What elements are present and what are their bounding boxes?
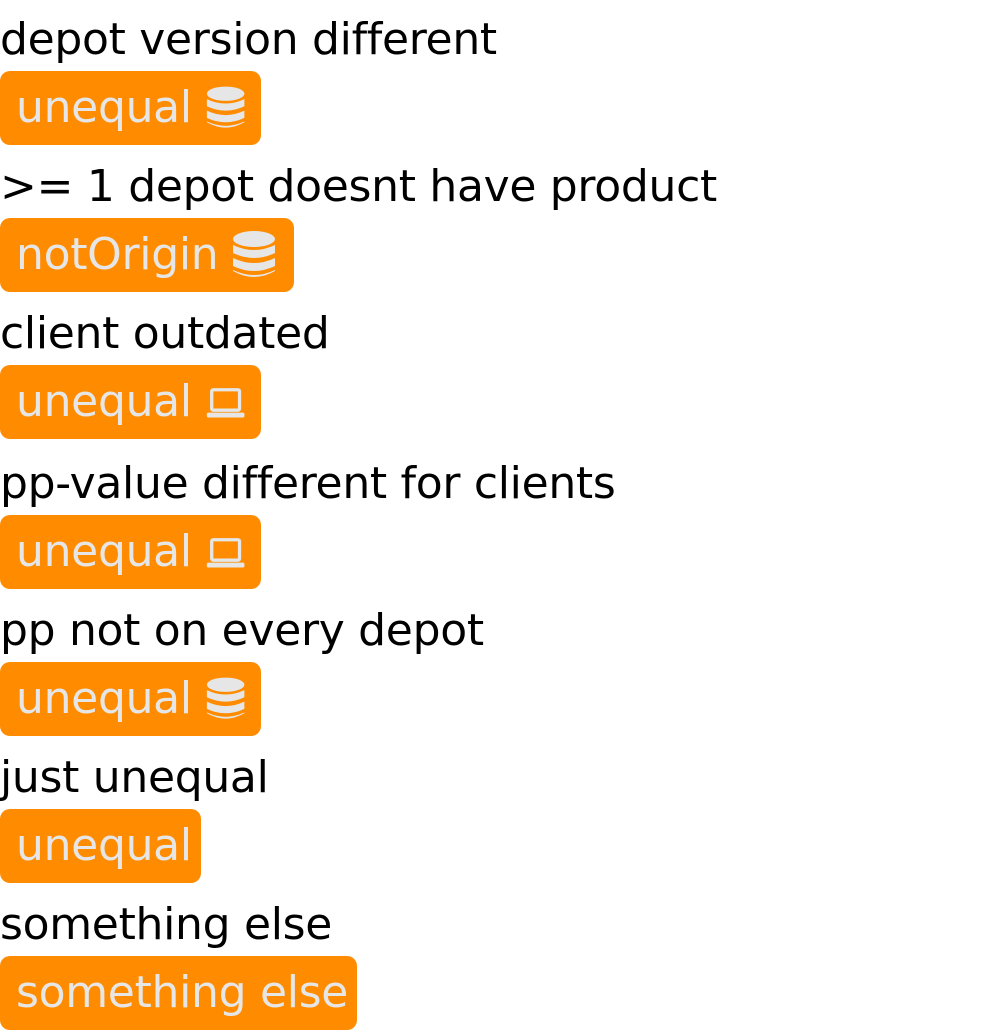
database-icon: [206, 84, 245, 132]
badge-label: unequal: [16, 82, 192, 133]
state-badge: unequal: [0, 809, 201, 883]
state-badge: notOrigin: [0, 218, 294, 292]
state-badge: unequal: [0, 515, 261, 589]
badge-label: unequal: [16, 820, 192, 871]
legend-caption: just unequal: [0, 752, 269, 803]
database-icon: [206, 675, 245, 723]
laptop-icon: [206, 378, 245, 426]
legend-caption: pp-value different for clients: [0, 458, 616, 509]
badge-label: unequal: [16, 673, 192, 724]
database-icon: [232, 231, 276, 279]
legend-caption: >= 1 depot doesnt have product: [0, 161, 717, 212]
state-badge: something else: [0, 956, 357, 1030]
badge-label: unequal: [16, 376, 192, 427]
laptop-icon: [206, 528, 245, 576]
legend-caption: depot version different: [0, 14, 497, 65]
state-badge: unequal: [0, 71, 261, 145]
state-badge: unequal: [0, 365, 261, 439]
legend-caption: pp not on every depot: [0, 605, 484, 656]
state-badge: unequal: [0, 662, 261, 736]
legend-caption: something else: [0, 899, 333, 950]
badge-label: unequal: [16, 526, 192, 577]
legend-caption: client outdated: [0, 308, 330, 359]
badge-label: something else: [16, 967, 349, 1018]
badge-label: notOrigin: [16, 229, 219, 280]
